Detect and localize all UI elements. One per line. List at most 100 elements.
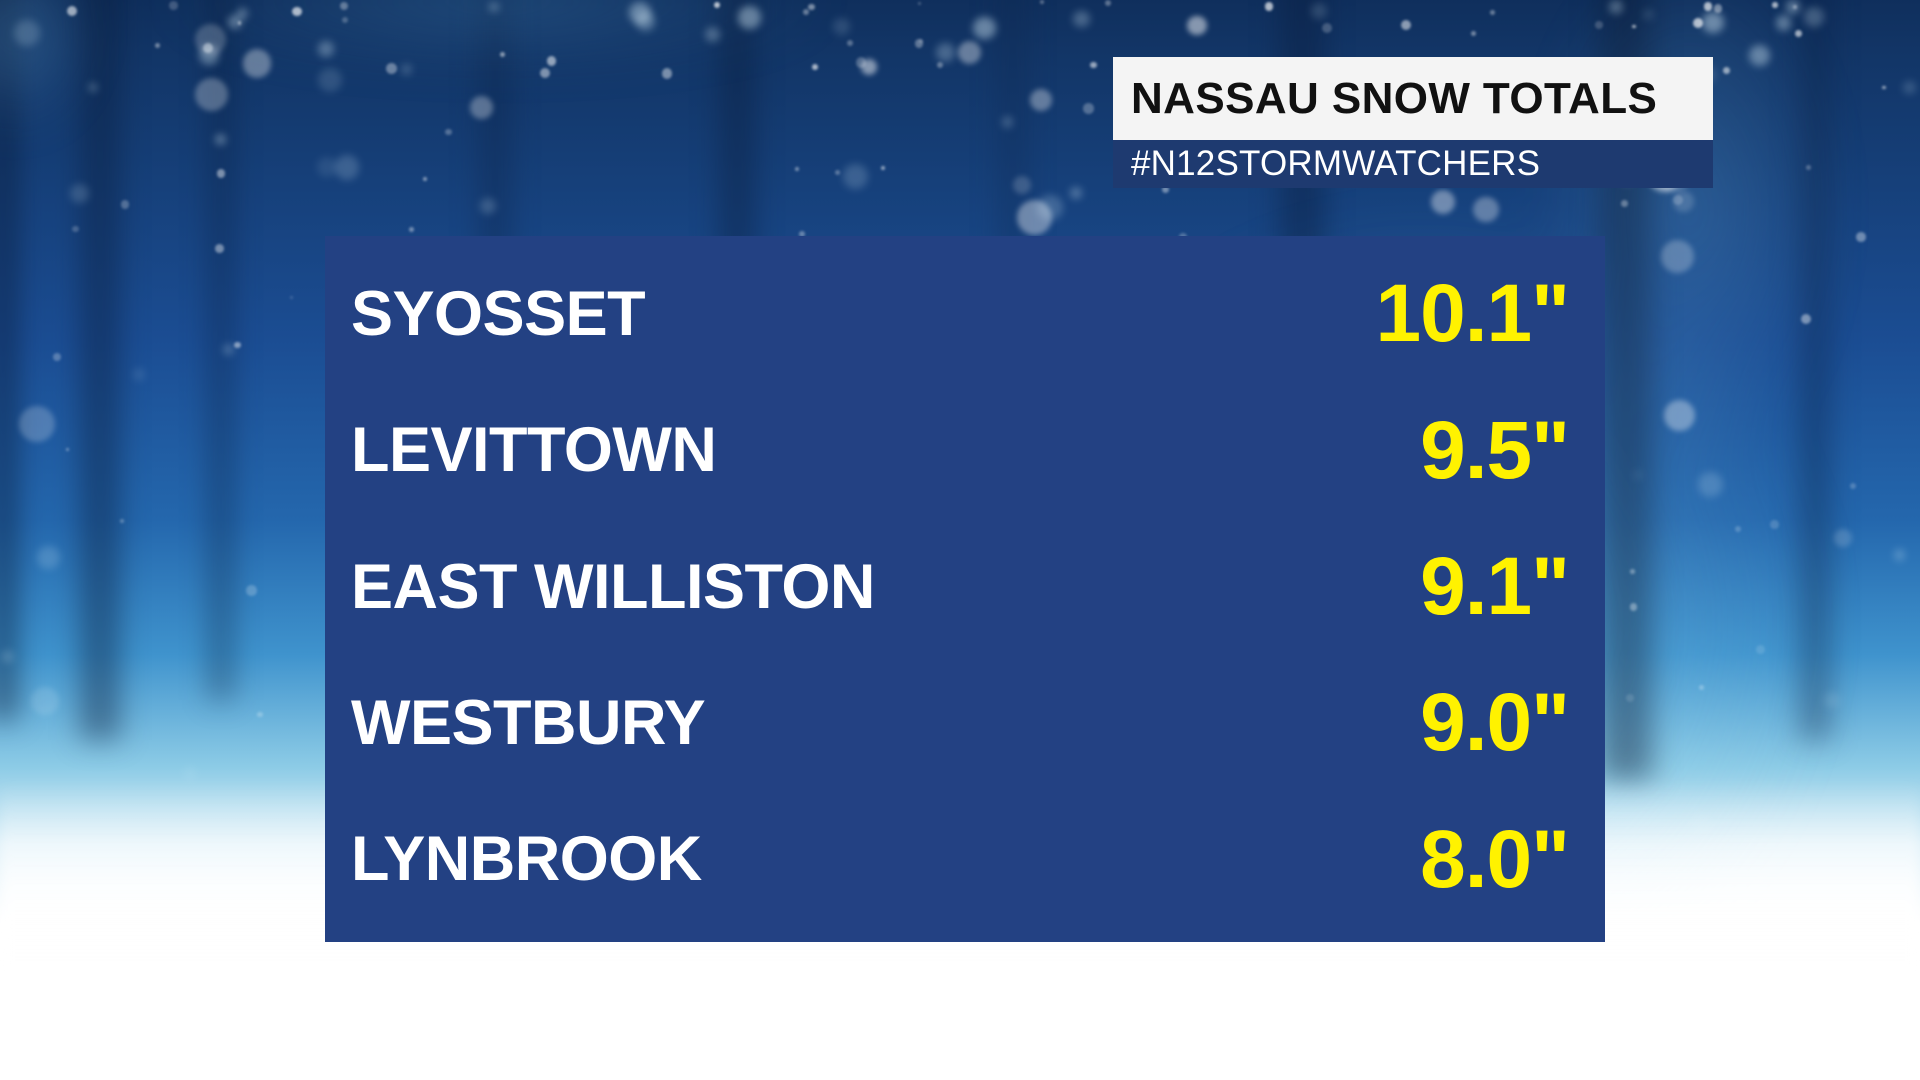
table-row: LEVITTOWN 9.5"	[325, 382, 1605, 518]
snowflake-icon	[385, 62, 397, 74]
snowflake-icon	[120, 200, 130, 209]
snowflake-icon	[1748, 44, 1770, 66]
snowflake-icon	[973, 16, 996, 39]
snow-amount: 10.1"	[1375, 268, 1570, 360]
snowflake-icon	[812, 63, 819, 70]
snowflake-icon	[1039, 0, 1044, 4]
city-name: EAST WILLISTON	[351, 551, 875, 622]
snowflake-icon	[246, 585, 257, 596]
snowflake-icon	[1001, 116, 1014, 128]
snowflake-icon	[835, 170, 840, 176]
table-row: LYNBROOK 8.0"	[325, 792, 1605, 928]
title-bar: NASSAU SNOW TOTALS	[1113, 57, 1713, 140]
snowflake-icon	[292, 6, 302, 16]
table-row: SYOSSET 10.1"	[325, 246, 1605, 382]
snowflake-icon	[242, 49, 272, 78]
snowflake-icon	[1073, 11, 1090, 28]
snow-amount: 9.5"	[1420, 404, 1570, 496]
snowflake-icon	[53, 353, 61, 361]
city-name: LYNBROOK	[351, 824, 702, 895]
snowflake-icon	[808, 4, 815, 11]
snowflake-icon	[1311, 2, 1327, 19]
snowflake-icon	[661, 68, 673, 79]
snowflake-icon	[31, 687, 59, 715]
snowflake-icon	[795, 167, 800, 172]
snowflake-icon	[935, 42, 955, 62]
page-title: NASSAU SNOW TOTALS	[1131, 73, 1658, 123]
snowflake-icon	[1723, 67, 1731, 75]
snowflake-icon	[14, 20, 40, 47]
snowflake-icon	[635, 12, 655, 32]
snowflake-icon	[546, 56, 557, 67]
snowflake-icon	[198, 45, 219, 66]
snowflake-icon	[1090, 61, 1098, 69]
snowflake-icon	[18, 405, 56, 443]
snow-amount: 9.1"	[1420, 541, 1570, 632]
snowflake-icon	[1698, 685, 1704, 691]
snowflake-icon	[1660, 240, 1694, 274]
snowflake-icon	[1703, 2, 1713, 11]
snowflake-icon	[1630, 569, 1635, 574]
snowflake-icon	[1161, 185, 1169, 193]
snowflake-icon	[1692, 17, 1703, 29]
snowflake-icon	[36, 545, 61, 570]
snowflake-icon	[237, 8, 248, 19]
snowflake-icon	[214, 243, 224, 253]
snowflake-icon	[1804, 6, 1825, 27]
snowflake-icon	[1629, 603, 1638, 611]
table-row: EAST WILLISTON 9.1"	[325, 519, 1605, 655]
snowflake-icon	[738, 6, 761, 29]
snowflake-icon	[289, 296, 294, 300]
snowflake-icon	[202, 43, 213, 54]
snowflake-icon	[539, 68, 550, 79]
snowflake-icon	[1663, 400, 1696, 432]
snowflake-icon	[1833, 528, 1853, 548]
snowflake-icon	[1806, 164, 1812, 170]
snowflake-icon	[847, 40, 854, 47]
snowflake-icon	[1609, 0, 1623, 14]
snowflake-icon	[881, 165, 886, 170]
snowflake-icon	[341, 17, 348, 24]
snowflake-icon	[1490, 10, 1496, 15]
snowflake-icon	[629, 2, 652, 25]
snowflake-icon	[918, 1, 922, 5]
snowflake-icon	[1473, 196, 1500, 223]
snowflake-icon	[223, 344, 234, 355]
snowflake-icon	[1673, 191, 1694, 213]
snowflake-icon	[919, 39, 924, 44]
snowflake-icon	[228, 15, 243, 30]
snowflake-icon	[1029, 88, 1053, 112]
snowflake-icon	[1625, 694, 1634, 703]
city-name: SYOSSET	[351, 278, 646, 349]
snowflake-icon	[1621, 200, 1629, 207]
snowflake-icon	[914, 38, 924, 48]
snowflake-icon	[132, 368, 146, 381]
city-name: LEVITTOWN	[351, 415, 717, 486]
snowflake-icon	[1756, 645, 1766, 655]
snowflake-icon	[860, 59, 877, 76]
snowflake-icon	[1632, 24, 1637, 29]
snow-totals-list: SYOSSET 10.1" LEVITTOWN 9.5" EAST WILLISTON 9…	[325, 236, 1605, 942]
snowflake-icon	[1083, 103, 1094, 114]
snowflake-icon	[237, 21, 242, 25]
snowflake-icon	[195, 23, 227, 55]
snowflake-icon	[1069, 186, 1082, 199]
snow-amount: 9.0"	[1420, 677, 1570, 769]
snowflake-icon	[842, 164, 868, 190]
snowflake-icon	[408, 227, 414, 233]
snowflake-icon	[1, 650, 15, 664]
snowflake-icon	[1016, 199, 1052, 235]
snowflake-icon	[500, 52, 506, 58]
snowflake-icon	[704, 26, 720, 42]
snowflake-icon	[1037, 194, 1063, 220]
snowflake-icon	[713, 1, 721, 9]
snowflake-icon	[1856, 231, 1867, 242]
snowflake-icon	[69, 183, 89, 203]
snowflake-icon	[1697, 472, 1723, 498]
snowflake-icon	[1882, 85, 1886, 89]
snowflake-icon	[71, 225, 79, 233]
snowflake-icon	[1430, 190, 1455, 215]
snowflake-icon	[1713, 3, 1723, 13]
snowflake-icon	[1735, 525, 1742, 532]
